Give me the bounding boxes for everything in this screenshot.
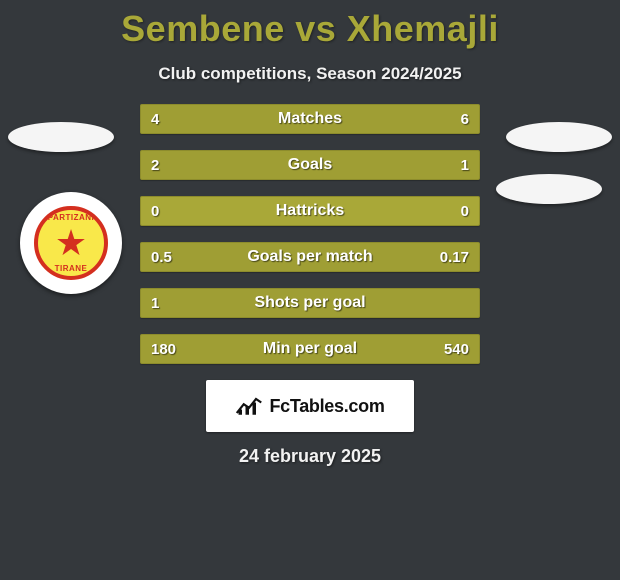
stat-row: 00Hattricks (140, 196, 480, 226)
club-crest: PARTIZANI ★ TIRANE (20, 192, 122, 294)
date-line: 24 february 2025 (0, 446, 620, 467)
page-title: Sembene vs Xhemajli (0, 0, 620, 50)
subtitle: Club competitions, Season 2024/2025 (0, 64, 620, 84)
stat-label: Goals (141, 151, 479, 179)
stat-label: Hattricks (141, 197, 479, 225)
brand-chart-icon (235, 395, 263, 417)
stat-label: Shots per goal (141, 289, 479, 317)
stat-label: Goals per match (141, 243, 479, 271)
stat-row: 21Goals (140, 150, 480, 180)
player-left-oval-1 (8, 122, 114, 152)
crest-top-text: PARTIZANI (38, 213, 104, 222)
crest-inner: PARTIZANI ★ TIRANE (34, 206, 108, 280)
comparison-stage: PARTIZANI ★ TIRANE 46Matches 21Goals 00Hat… (0, 104, 620, 467)
stat-row: 1Shots per goal (140, 288, 480, 318)
brand-box: FcTables.com (206, 380, 414, 432)
stat-row: 180540Min per goal (140, 334, 480, 364)
crest-bottom-text: TIRANE (38, 264, 104, 273)
stat-row: 46Matches (140, 104, 480, 134)
player-right-oval-1 (506, 122, 612, 152)
crest-star-icon: ★ (55, 225, 87, 261)
stat-label: Min per goal (141, 335, 479, 363)
stat-label: Matches (141, 105, 479, 133)
stat-bars: 46Matches 21Goals 00Hattricks 0.50.17Goals … (140, 104, 480, 364)
player-right-oval-2 (496, 174, 602, 204)
stat-row: 0.50.17Goals per match (140, 242, 480, 272)
brand-text: FcTables.com (269, 396, 384, 417)
